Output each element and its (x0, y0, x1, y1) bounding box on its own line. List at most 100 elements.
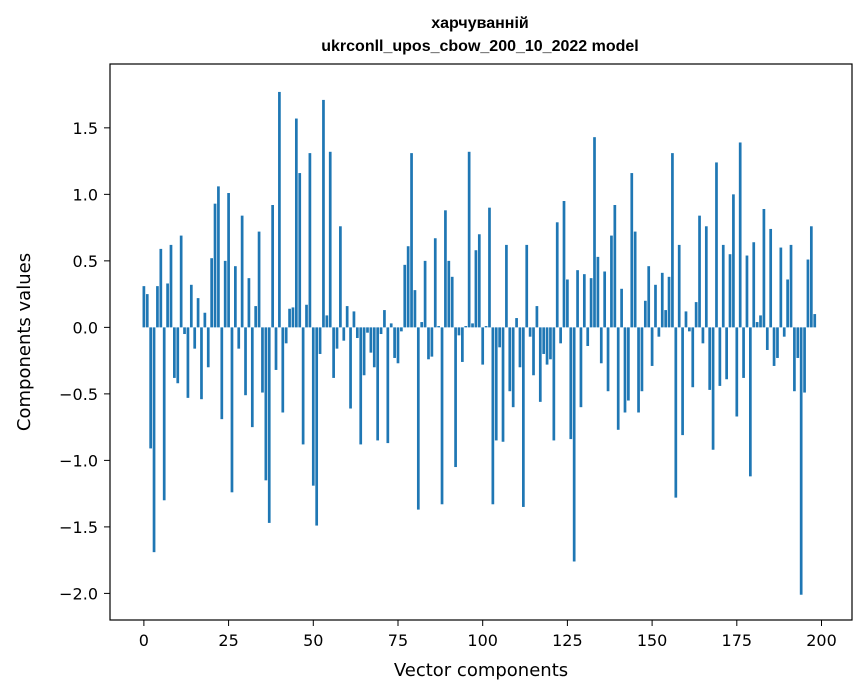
bar-158 (677, 244, 681, 328)
x-axis-label: Vector components (394, 660, 568, 681)
bars-group (142, 91, 817, 595)
bar-169 (715, 162, 718, 328)
bar-50 (311, 327, 315, 486)
bar-156 (671, 153, 674, 328)
bar-6 (162, 327, 166, 501)
bar-135 (599, 327, 603, 364)
bar-85 (430, 327, 434, 357)
bar-104 (494, 327, 498, 441)
bar-152 (657, 327, 661, 337)
bar-76 (400, 327, 403, 332)
bar-163 (694, 302, 698, 328)
bar-175 (735, 327, 739, 417)
bar-73 (389, 323, 393, 328)
x-tick-label: 125 (552, 631, 583, 650)
bar-124 (562, 201, 566, 328)
bar-149 (647, 266, 651, 328)
bar-186 (772, 327, 776, 366)
bar-120 (549, 327, 552, 360)
bar-38 (271, 205, 274, 328)
bar-151 (654, 284, 657, 328)
bar-4 (156, 286, 159, 328)
bar-110 (515, 318, 518, 328)
bar-9 (173, 327, 176, 378)
bar-190 (786, 279, 789, 328)
bar-61 (349, 327, 352, 409)
bar-45 (294, 118, 298, 328)
plot-frame (109, 63, 853, 621)
bar-26 (230, 327, 234, 493)
bar-53 (322, 99, 325, 328)
bar-18 (203, 312, 207, 328)
bar-25 (227, 193, 230, 328)
bar-78 (406, 246, 410, 328)
bar-70 (379, 327, 383, 335)
bar-150 (650, 327, 654, 366)
y-axis-ticks: −2.0 −1.5 −1.0 −0.5 0.0 0.5 1.0 1.5 (59, 119, 110, 603)
y-tick-label: −1.5 (59, 518, 98, 537)
x-tick-label: 0 (139, 631, 149, 650)
bar-191 (789, 244, 793, 328)
bar-42 (284, 327, 288, 344)
bar-56 (332, 327, 335, 378)
bar-130 (582, 274, 586, 328)
bar-102 (488, 207, 491, 328)
bar-80 (413, 290, 417, 328)
y-tick-label: −0.5 (59, 385, 98, 404)
bar-111 (518, 327, 522, 368)
y-tick-label: 1.5 (73, 119, 98, 138)
bar-132 (589, 278, 593, 328)
bar-37 (267, 327, 271, 523)
bar-126 (569, 327, 573, 440)
bar-155 (667, 276, 671, 328)
x-tick-label: 150 (637, 631, 668, 650)
bar-89 (444, 210, 447, 328)
bar-94 (461, 327, 464, 362)
bar-71 (383, 310, 386, 328)
bar-52 (318, 327, 322, 354)
bar-72 (386, 327, 390, 444)
bar-98 (474, 250, 478, 328)
bar-167 (708, 327, 712, 390)
bar-15 (193, 327, 197, 349)
bar-75 (396, 327, 400, 364)
bar-28 (237, 327, 241, 349)
bar-194 (799, 327, 803, 595)
bar-119 (545, 327, 549, 365)
y-tick-label: −1.0 (59, 451, 98, 470)
bar-106 (501, 327, 505, 442)
bar-67 (369, 327, 373, 353)
bar-35 (261, 327, 264, 393)
bar-13 (186, 327, 190, 398)
bar-117 (538, 327, 542, 402)
bar-93 (457, 327, 461, 336)
bar-166 (704, 226, 708, 328)
bar-171 (721, 244, 725, 328)
x-tick-label: 175 (722, 631, 753, 650)
bar-146 (637, 327, 640, 413)
bar-141 (620, 288, 623, 328)
bar-51 (315, 327, 319, 526)
bar-96 (467, 151, 471, 328)
bar-116 (535, 306, 539, 328)
bar-29 (240, 215, 244, 328)
bar-97 (471, 323, 474, 328)
bar-47 (301, 327, 305, 445)
bar-131 (586, 327, 590, 346)
bar-109 (511, 327, 515, 408)
y-tick-label: 0.0 (73, 318, 98, 337)
bar-180 (752, 242, 756, 328)
bar-187 (776, 327, 779, 358)
bar-118 (542, 327, 546, 354)
bar-68 (372, 327, 376, 368)
bar-22 (217, 186, 220, 328)
bar-41 (281, 327, 285, 413)
bar-8 (169, 244, 173, 328)
bar-142 (623, 327, 627, 413)
y-axis-label: Components values (14, 253, 35, 431)
bar-39 (274, 327, 278, 370)
bar-44 (291, 307, 295, 328)
bar-129 (579, 327, 583, 408)
